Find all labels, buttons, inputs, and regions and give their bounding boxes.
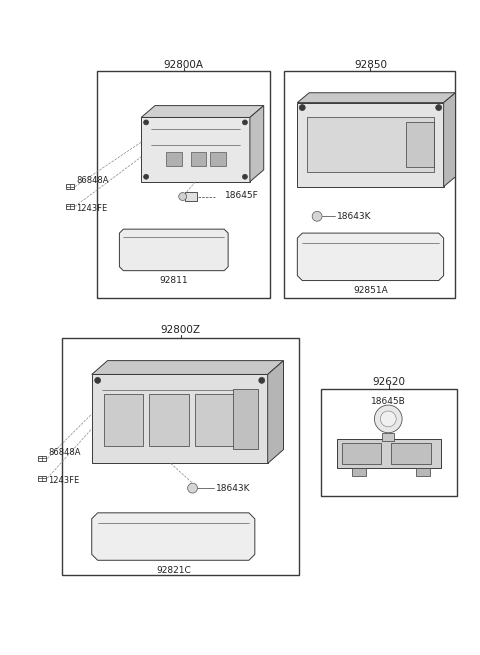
Text: 18645F: 18645F (225, 191, 259, 200)
Bar (104, 394, 143, 445)
Circle shape (144, 174, 149, 179)
Polygon shape (92, 361, 284, 375)
Text: 86848A: 86848A (48, 448, 81, 457)
Bar (342, 443, 381, 464)
Circle shape (242, 174, 247, 179)
Circle shape (300, 105, 305, 111)
Bar (66, 184, 74, 189)
Circle shape (374, 405, 402, 433)
Polygon shape (185, 192, 196, 202)
Bar (166, 152, 182, 166)
Bar (38, 456, 46, 461)
Bar (96, 71, 270, 298)
Bar (285, 71, 456, 298)
Text: 92800Z: 92800Z (161, 325, 201, 335)
Bar (66, 204, 74, 209)
Text: 18645B: 18645B (371, 397, 406, 405)
Text: 92800A: 92800A (164, 60, 204, 70)
Bar (233, 389, 258, 449)
Polygon shape (297, 93, 456, 103)
Text: 92850: 92850 (354, 60, 387, 70)
Circle shape (179, 193, 187, 200)
Text: 92811: 92811 (159, 276, 188, 285)
Text: 92620: 92620 (373, 377, 406, 387)
Circle shape (188, 483, 197, 493)
Polygon shape (297, 103, 444, 187)
Text: 1243FE: 1243FE (48, 476, 80, 485)
Text: 86848A: 86848A (76, 176, 108, 185)
Polygon shape (297, 233, 444, 280)
Polygon shape (444, 93, 456, 187)
Circle shape (436, 105, 442, 111)
Polygon shape (268, 361, 284, 463)
Bar (191, 152, 206, 166)
Text: 18643K: 18643K (216, 483, 251, 493)
Circle shape (95, 377, 101, 383)
Bar (383, 433, 394, 441)
Bar (194, 394, 234, 445)
Circle shape (380, 411, 396, 427)
Text: 1243FE: 1243FE (76, 204, 107, 213)
Polygon shape (92, 513, 255, 560)
Bar (307, 117, 434, 172)
Text: 92851A: 92851A (353, 286, 388, 295)
Text: 18643K: 18643K (337, 212, 372, 221)
Bar (391, 443, 431, 464)
Circle shape (242, 120, 247, 125)
Bar (210, 152, 226, 166)
Polygon shape (120, 229, 228, 271)
Circle shape (312, 212, 322, 221)
Bar (62, 338, 300, 575)
Bar (406, 122, 434, 167)
Polygon shape (141, 105, 264, 117)
Circle shape (259, 377, 264, 383)
Bar (416, 468, 430, 476)
Polygon shape (337, 439, 441, 468)
Polygon shape (92, 375, 268, 463)
Bar (352, 468, 366, 476)
Bar (321, 389, 457, 496)
Bar (38, 476, 46, 481)
Circle shape (144, 120, 149, 125)
Bar (149, 394, 189, 445)
Polygon shape (250, 105, 264, 181)
Text: 92821C: 92821C (156, 566, 191, 574)
Polygon shape (141, 117, 250, 181)
